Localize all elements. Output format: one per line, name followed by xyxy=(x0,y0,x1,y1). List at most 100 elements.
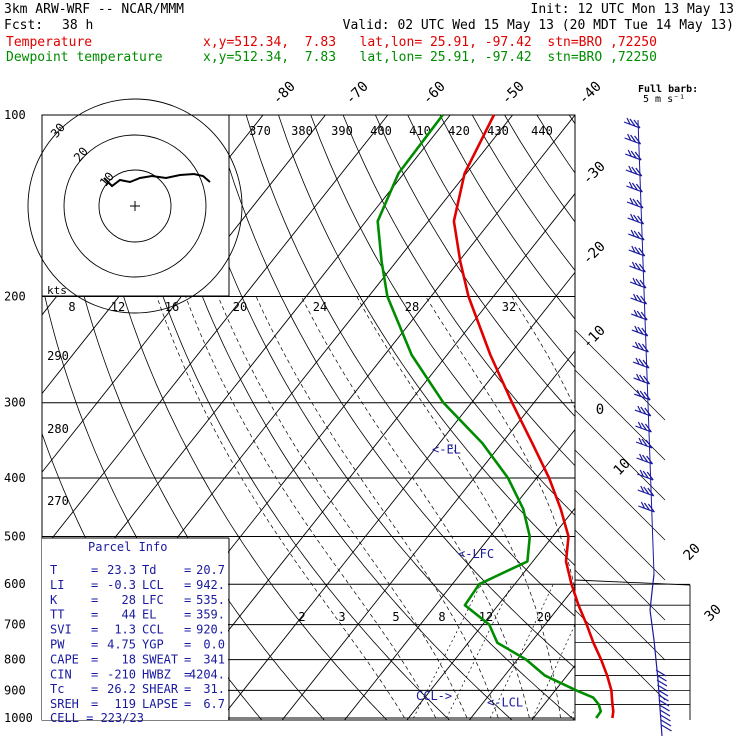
parcel-eq: = xyxy=(184,623,191,637)
parcel-a-label: CAPE xyxy=(50,652,79,666)
temp-label: -80 xyxy=(270,79,299,108)
parcel-b-label: SWEAT xyxy=(142,652,178,666)
mixing-ratio-top-label: 24 xyxy=(313,300,327,314)
parcel-eq: = xyxy=(184,652,191,666)
dry-adiabat xyxy=(666,115,740,731)
temp-label: -10 xyxy=(580,323,609,352)
wind-barb xyxy=(624,149,642,161)
parcel-a-label: CIN xyxy=(50,667,72,681)
wind-barb xyxy=(632,357,650,369)
wind-barb xyxy=(625,165,643,177)
mixing-ratio-top-label: 12 xyxy=(111,300,125,314)
parcel-a-value: 44 xyxy=(122,608,136,622)
mixing-ratio-label: 2 xyxy=(298,610,305,624)
theta-label: 370 xyxy=(249,124,271,138)
pressure-label-400: 400 xyxy=(4,471,26,485)
temp-label: -30 xyxy=(580,159,609,188)
parcel-b-value: 920. xyxy=(196,623,225,637)
dry-adiabat xyxy=(181,115,575,720)
wind-barb-lower xyxy=(659,704,670,712)
dry-adiabat xyxy=(568,115,575,125)
parcel-b-value: 31. xyxy=(203,682,225,696)
parcel-a-label: PW xyxy=(50,638,65,652)
dry-adiabat xyxy=(213,115,575,669)
moist-adiabat xyxy=(425,296,575,591)
temperature-legend: Temperature xyxy=(6,35,93,50)
dry-adiabat xyxy=(634,115,740,731)
moist-adiabat xyxy=(685,297,711,719)
parcel-a-value: 18 xyxy=(122,652,136,666)
parcel-b-label: CCL xyxy=(142,623,164,637)
theta-label: 410 xyxy=(409,124,431,138)
theta-left-label: 280 xyxy=(47,422,69,436)
parcel-box xyxy=(42,538,228,720)
wind-staff-lower xyxy=(649,573,663,737)
parcel-eq: = xyxy=(184,578,191,592)
parcel-eq: = xyxy=(184,608,191,622)
pressure-label-200: 200 xyxy=(4,290,26,304)
theta-label: 440 xyxy=(531,124,553,138)
wind-barb-lower xyxy=(661,724,672,732)
wind-barb xyxy=(635,421,652,433)
isotherm-extension xyxy=(574,409,666,501)
pressure-label-700: 700 xyxy=(4,618,26,632)
mixing-ratio-label: 5 xyxy=(392,610,399,624)
wind-barb xyxy=(636,469,654,481)
dewpoint-legend: Dewpoint temperature xyxy=(6,50,163,65)
parcel-b-label: SHEAR xyxy=(142,682,179,696)
parcel-eq: = xyxy=(184,667,191,681)
parcel-b-value: 942. xyxy=(196,578,225,592)
parcel-eq: = xyxy=(184,593,191,607)
parcel-eq: = xyxy=(91,578,98,592)
parcel-cell: CELL = 223/23 xyxy=(50,711,144,725)
level-marker: <-LCL xyxy=(487,695,523,709)
moist-adiabat xyxy=(156,296,405,719)
isotherm-extension xyxy=(574,449,666,541)
dry-adiabat xyxy=(471,115,575,272)
isotherm xyxy=(42,115,326,473)
dry-adiabat xyxy=(84,115,388,720)
lower-frame xyxy=(574,579,691,720)
isotherm xyxy=(531,664,575,720)
wind-barb xyxy=(628,245,646,257)
fcst-label: Fcst: xyxy=(4,18,44,33)
wind-barb xyxy=(631,325,649,337)
hodograph-center xyxy=(130,201,140,211)
mixing-ratio-top-label: 16 xyxy=(165,300,179,314)
moist-adiabat xyxy=(255,296,499,719)
parcel-eq: = xyxy=(91,623,98,637)
wind-barb xyxy=(630,293,648,305)
wind-barb xyxy=(633,389,651,401)
parcel-a-value: 28 xyxy=(122,593,136,607)
wind-barb-lower xyxy=(656,679,668,687)
parcel-a-value: 1.3 xyxy=(114,623,136,637)
wind-barb-lower xyxy=(656,674,667,682)
parcel-b-label: LCL xyxy=(142,578,164,592)
isotherm xyxy=(654,115,740,723)
theta-left-label: 290 xyxy=(47,349,69,363)
theta-label: 420 xyxy=(448,124,470,138)
parcel-b-value: 341 xyxy=(203,652,225,666)
moist-adiabat xyxy=(185,296,437,719)
moist-adiabat xyxy=(217,296,468,719)
init-time: Init: 12 UTC Mon 13 May 13 xyxy=(530,2,735,17)
wind-barb xyxy=(627,213,645,225)
wind-barb-lower xyxy=(658,694,669,702)
mixing-ratio-label: 3 xyxy=(338,610,345,624)
wind-barb xyxy=(636,453,654,465)
wind-barb-lower xyxy=(658,699,670,707)
parcel-eq: = xyxy=(91,563,98,577)
isotherm xyxy=(42,115,389,552)
barb-legend-title: Full barb: xyxy=(638,84,699,95)
dry-adiabat xyxy=(731,115,740,731)
parcel-b-value: 6.7 xyxy=(203,697,225,711)
parcel-b-value: 535. xyxy=(196,593,225,607)
parcel-a-label: TT xyxy=(50,608,64,622)
parcel-b-label: EL xyxy=(142,608,156,622)
wind-barb xyxy=(632,341,649,353)
parcel-b-label: Td xyxy=(142,563,156,577)
isotherm xyxy=(717,115,740,723)
dry-adiabat xyxy=(116,115,451,720)
dry-adiabat xyxy=(148,115,513,720)
